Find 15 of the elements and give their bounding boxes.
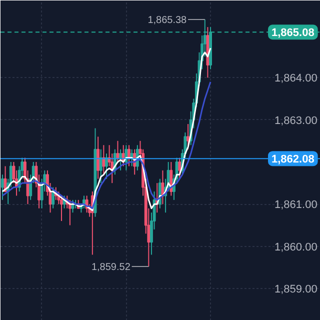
candlestick — [186, 124, 190, 150]
y-tick-label: 1,861.00 — [274, 199, 318, 212]
annotation: 1,865.38 — [148, 14, 188, 26]
y-tick-label: 1,863.00 — [274, 114, 318, 127]
y-tick-label: 1,859.00 — [274, 283, 318, 296]
candlestick — [119, 148, 122, 171]
ref-line-label: 1,865.08 — [272, 27, 314, 40]
ref-line-label: 1,862.08 — [272, 154, 314, 166]
y-tick-label: 1,864.00 — [274, 72, 318, 85]
candlestick — [52, 186, 55, 209]
annotation: 1,859.52 — [91, 262, 131, 274]
candlestick — [0, 174, 4, 200]
y-tick-label: 1,860.00 — [274, 241, 318, 254]
candlestick — [96, 136, 100, 180]
candlestick — [178, 157, 182, 180]
